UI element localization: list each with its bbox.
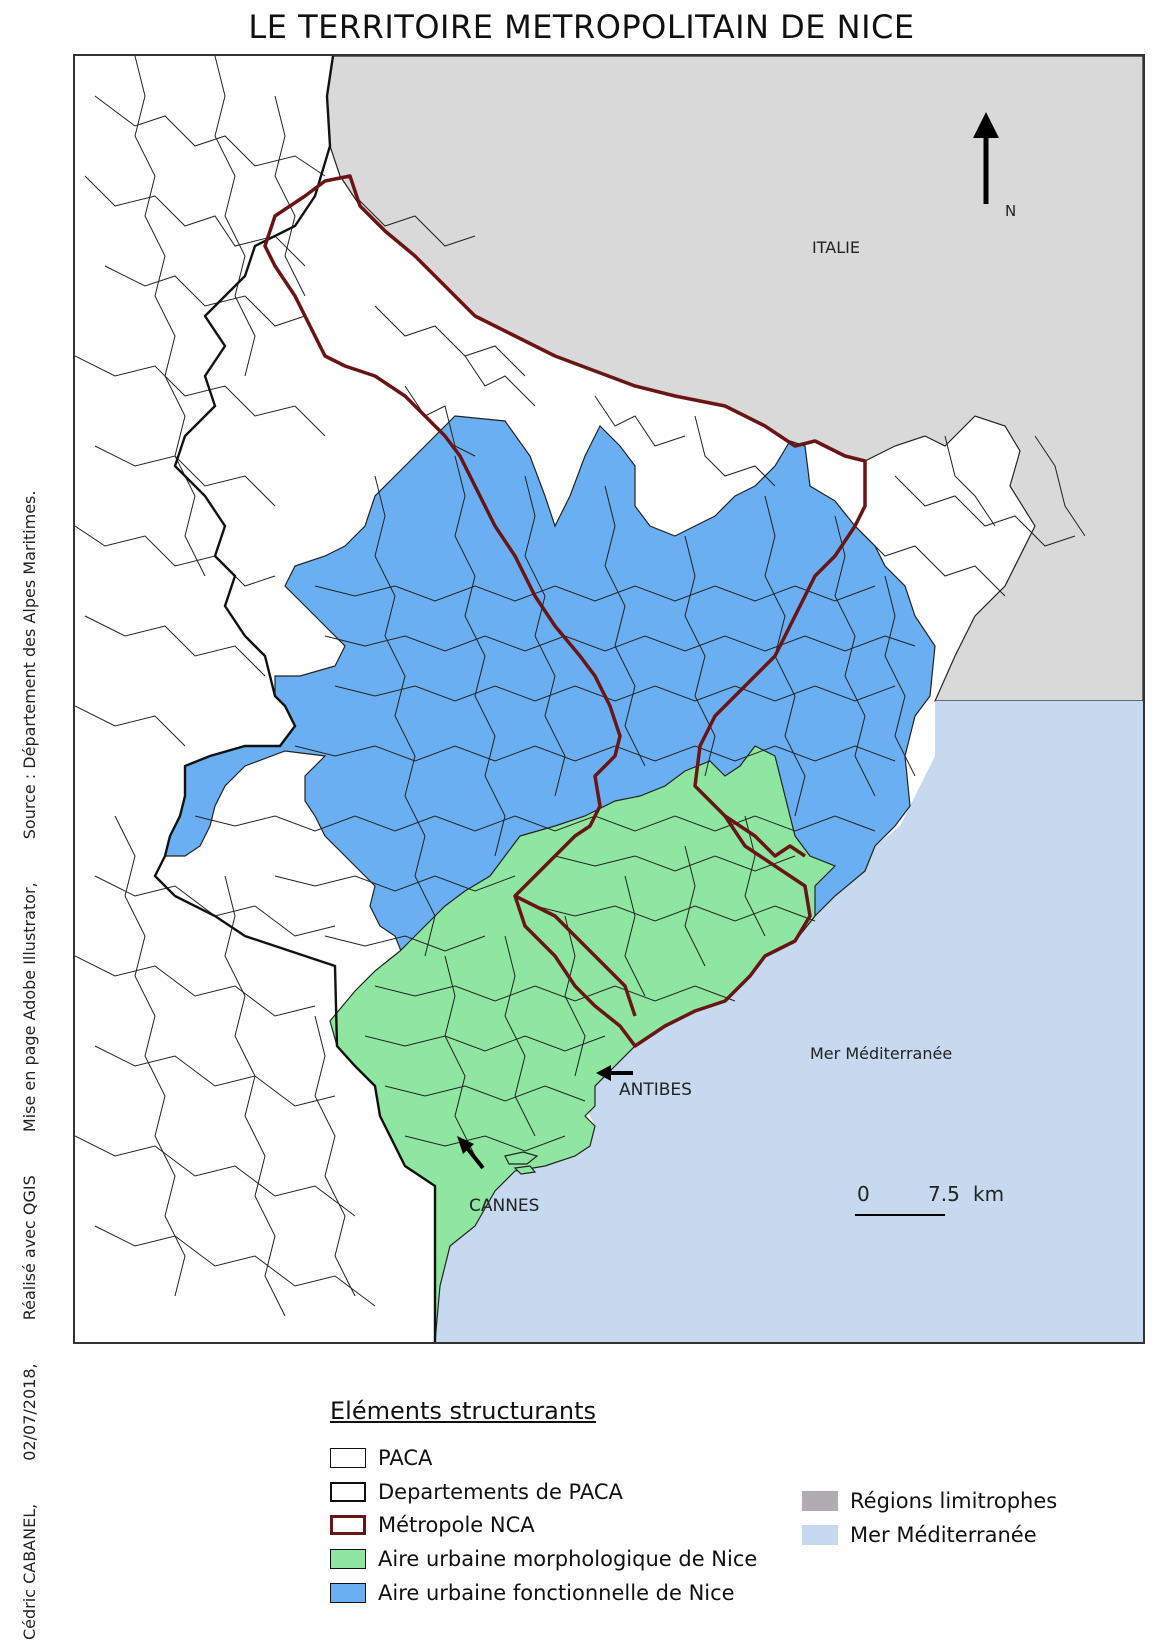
legend-item-morphologique: Aire urbaine morphologique de Nice <box>330 1546 757 1571</box>
legend-swatch-mer <box>802 1525 838 1545</box>
legend-swatch-metropole <box>330 1515 366 1535</box>
legend-swatch-fonctionnelle <box>330 1583 366 1603</box>
legend-item-metropole: Métropole NCA <box>330 1512 535 1537</box>
label-italie: ITALIE <box>812 238 860 257</box>
legend-label: Régions limitrophes <box>850 1489 1058 1513</box>
legend-swatch-regions <box>802 1491 838 1511</box>
north-arrow <box>973 112 999 204</box>
legend-item-departements: Departements de PACA <box>330 1479 623 1504</box>
legend-title: Eléments structurants <box>330 1397 597 1425</box>
credit-source: Source : Département des Alpes Maritimes… <box>20 490 39 840</box>
antibes-arrow <box>596 1065 633 1081</box>
legend-label: Métropole NCA <box>378 1513 535 1537</box>
legend-item-mer: Mer Méditerranée <box>802 1522 1037 1547</box>
label-antibes: ANTIBES <box>619 1080 692 1100</box>
legend-item-regions: Régions limitrophes <box>802 1488 1057 1513</box>
legend-label: Mer Méditerranée <box>850 1523 1037 1547</box>
metropole-nca-outline <box>263 174 867 1048</box>
credit-author: Cédric CABANEL, <box>20 1503 39 1640</box>
lerins-island-small <box>513 1165 537 1175</box>
credit-layout: Mise en page Adobe Illustrator, <box>20 882 39 1133</box>
credit-date: 02/07/2018, <box>20 1363 39 1461</box>
label-sea: Mer Méditerranée <box>810 1044 953 1063</box>
legend-item-paca: PACA <box>330 1445 432 1470</box>
label-north: N <box>1005 202 1017 220</box>
legend-label: Aire urbaine fonctionnelle de Nice <box>378 1581 735 1605</box>
commune-boundaries <box>75 56 1086 1317</box>
legend-swatch-departements <box>330 1482 366 1502</box>
legend-label: Aire urbaine morphologique de Nice <box>378 1547 758 1571</box>
scalebar-unit: km <box>973 1182 1005 1206</box>
legend-label: Departements de PACA <box>378 1480 623 1504</box>
label-cannes: CANNES <box>469 1196 540 1216</box>
sea-region <box>435 701 1143 1342</box>
legend-label: PACA <box>378 1446 433 1470</box>
map-title: LE TERRITOIRE METROPOLITAIN DE NICE <box>248 8 915 46</box>
legend-item-fonctionnelle: Aire urbaine fonctionnelle de Nice <box>330 1580 735 1605</box>
map-canvas <box>75 56 1143 1342</box>
department-boundary <box>153 56 437 1342</box>
scalebar-zero: 0 <box>857 1182 870 1206</box>
legend-swatch-morphologique <box>330 1549 366 1569</box>
scalebar-value: 7.5 <box>928 1182 960 1206</box>
map-frame: N ITALIE Mer Méditerranée ANTIBES CANNES… <box>73 54 1145 1344</box>
side-credits: Cédric CABANEL, 02/07/2018, Réalisé avec… <box>20 0 60 1640</box>
cannes-arrow <box>457 1136 485 1170</box>
lerins-island <box>504 1151 539 1165</box>
legend-swatch-paca <box>330 1448 366 1468</box>
credit-software: Réalisé avec QGIS <box>20 1175 39 1321</box>
